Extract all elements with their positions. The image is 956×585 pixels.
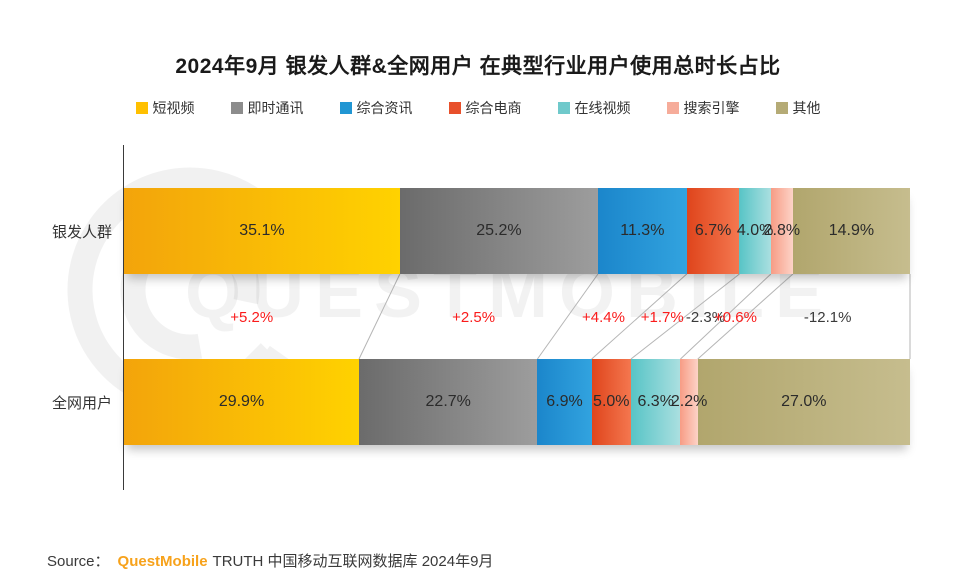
connector-line — [358, 273, 401, 360]
diff-label: +0.6% — [714, 309, 757, 326]
source-note: Source： QuestMobile TRUTH 中国移动互联网数据库 2024年… — [47, 550, 493, 571]
legend-item: 综合电商 — [448, 98, 522, 118]
bar-segment-label: 6.3% — [637, 393, 674, 410]
connector-lines — [358, 273, 911, 360]
bar-segment: 5.0% — [591, 359, 631, 445]
diff-label: +2.5% — [452, 309, 496, 326]
bar-segment-label: 6.7% — [694, 222, 732, 239]
bar-segment: 27.0% — [697, 359, 910, 445]
legend-swatch-icon — [775, 102, 788, 114]
diff-label: -2.3% — [685, 309, 726, 326]
source-brand: QuestMobile — [117, 553, 208, 570]
legend-label: 其他 — [792, 100, 821, 116]
bar-segment: 6.9% — [537, 359, 592, 445]
bar-segment-label: 2.8% — [763, 222, 801, 239]
legend-label: 综合资讯 — [356, 100, 413, 116]
bar-segment-label: 22.7% — [425, 393, 471, 410]
bar-segment: 6.3% — [630, 359, 681, 445]
connector-line — [697, 273, 794, 360]
legend-label: 搜索引擎 — [683, 100, 740, 116]
legend-item: 短视频 — [135, 98, 195, 118]
bar-segment-label: 11.3% — [620, 222, 665, 239]
source-rest: TRUTH 中国移动互联网数据库 2024年9月 — [212, 553, 494, 570]
legend-label: 即时通讯 — [247, 100, 304, 116]
legend-swatch-icon — [557, 102, 570, 114]
legend-swatch-icon — [448, 102, 461, 114]
connector-line — [537, 273, 599, 360]
source-label: Source： — [47, 553, 110, 570]
bar-segment: 14.9% — [792, 188, 910, 274]
legend: 短视频 即时通讯 综合资讯 综合电商 在线视频 搜索引擎 其他 — [0, 98, 956, 118]
legend-label: 短视频 — [152, 100, 195, 116]
bar-all-users: 29.9% 22.7% 6.9% 5.0% 6.3% 2.2% 27.0% — [124, 359, 910, 445]
bar-segment-label: 14.9% — [828, 222, 875, 239]
diff-label: +5.2% — [230, 309, 274, 326]
bar-segment-label: 35.1% — [239, 222, 285, 239]
bar-segment: 25.2% — [399, 188, 598, 274]
bar-segment: 6.7% — [686, 188, 740, 274]
bar-segment-label: 25.2% — [476, 222, 522, 239]
bar-segment: 11.3% — [597, 188, 687, 274]
legend-item: 搜索引擎 — [666, 98, 740, 118]
bar-segment-label: 5.0% — [593, 393, 630, 410]
bar-segment-label: 4.0% — [736, 222, 774, 239]
legend-swatch-icon — [666, 102, 679, 114]
bar-segment: 22.7% — [359, 359, 538, 445]
diff-area: +5.2% +2.5% +4.4% +1.7% -2.3% +0.6% -12.1% — [124, 273, 911, 360]
legend-item: 即时通讯 — [230, 98, 304, 118]
diff-label: +1.7% — [640, 309, 684, 326]
bar-silver-users: 35.1% 25.2% 11.3% 6.7% 4.0% 2.8% 14.9% — [124, 188, 910, 274]
row-label-all-users: 全网用户 — [51, 394, 112, 412]
bar-segment-label: 29.9% — [218, 393, 265, 410]
y-axis-line — [123, 145, 124, 490]
bar-segment: 2.2% — [671, 359, 707, 445]
bar-segment: 35.1% — [124, 188, 400, 274]
legend-swatch-icon — [135, 102, 148, 114]
bar-segment: 4.0% — [736, 188, 774, 274]
legend-item: 其他 — [775, 98, 821, 118]
chart-title: 2024年9月 银发人群&全网用户 在典型行业用户使用总时长占比 — [175, 55, 781, 78]
row-label-silver-users: 银发人群 — [51, 223, 112, 241]
connector-line — [591, 273, 688, 360]
legend-swatch-icon — [230, 102, 243, 114]
legend-item: 综合资讯 — [339, 98, 413, 118]
legend-label: 综合电商 — [465, 100, 522, 116]
connector-line — [680, 273, 772, 360]
bar-segment-label: 2.2% — [670, 393, 708, 410]
legend-item: 在线视频 — [557, 98, 631, 118]
legend-label: 在线视频 — [574, 100, 631, 116]
bar-segment: 2.8% — [764, 188, 800, 274]
diff-label: +4.4% — [581, 309, 625, 326]
diff-label: -12.1% — [803, 309, 852, 326]
bar-segment-label: 6.9% — [546, 393, 583, 410]
connector-line — [630, 273, 740, 360]
bar-segment: 29.9% — [124, 359, 359, 445]
legend-swatch-icon — [339, 102, 352, 114]
bar-segment-label: 27.0% — [781, 393, 827, 410]
